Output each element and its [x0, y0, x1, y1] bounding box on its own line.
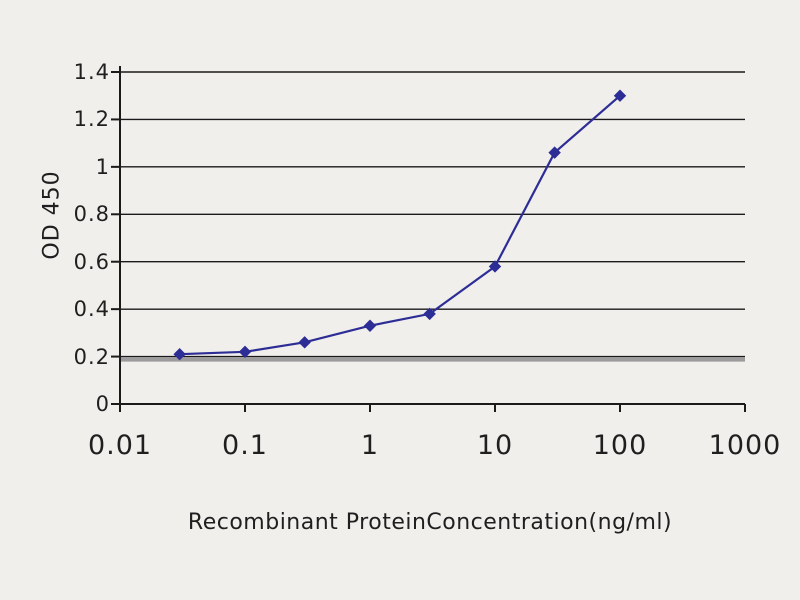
- y-tick-label: 0.4: [73, 297, 110, 321]
- y-tick-label: 0.8: [73, 202, 110, 226]
- y-tick-label: 0: [95, 392, 110, 416]
- data-point-marker: [363, 319, 377, 332]
- y-tick-label: 0.6: [73, 250, 110, 274]
- y-tick-label: 1: [95, 155, 110, 179]
- data-point-marker: [488, 260, 502, 273]
- x-tick-label: 10: [476, 430, 514, 461]
- x-tick-label: 0.01: [87, 430, 153, 461]
- data-point-marker: [548, 146, 561, 159]
- x-axis-title: Recombinant ProteinConcentration(ng/ml): [187, 510, 673, 535]
- data-point-marker: [173, 347, 186, 361]
- data-point-marker: [298, 336, 311, 349]
- y-tick-label: 1.2: [73, 107, 110, 131]
- x-tick-label: 1000: [708, 430, 782, 461]
- y-tick-label: 0.2: [73, 345, 110, 369]
- y-tick-label: 1.4: [73, 60, 110, 84]
- data-point-marker: [238, 345, 252, 359]
- data-point-marker: [613, 89, 627, 102]
- x-tick-label: 1: [360, 430, 380, 461]
- series-line: [179, 94, 621, 356]
- x-tick-label: 0.1: [222, 430, 268, 461]
- x-tick-label: 100: [592, 430, 648, 461]
- data-point-marker: [423, 307, 436, 321]
